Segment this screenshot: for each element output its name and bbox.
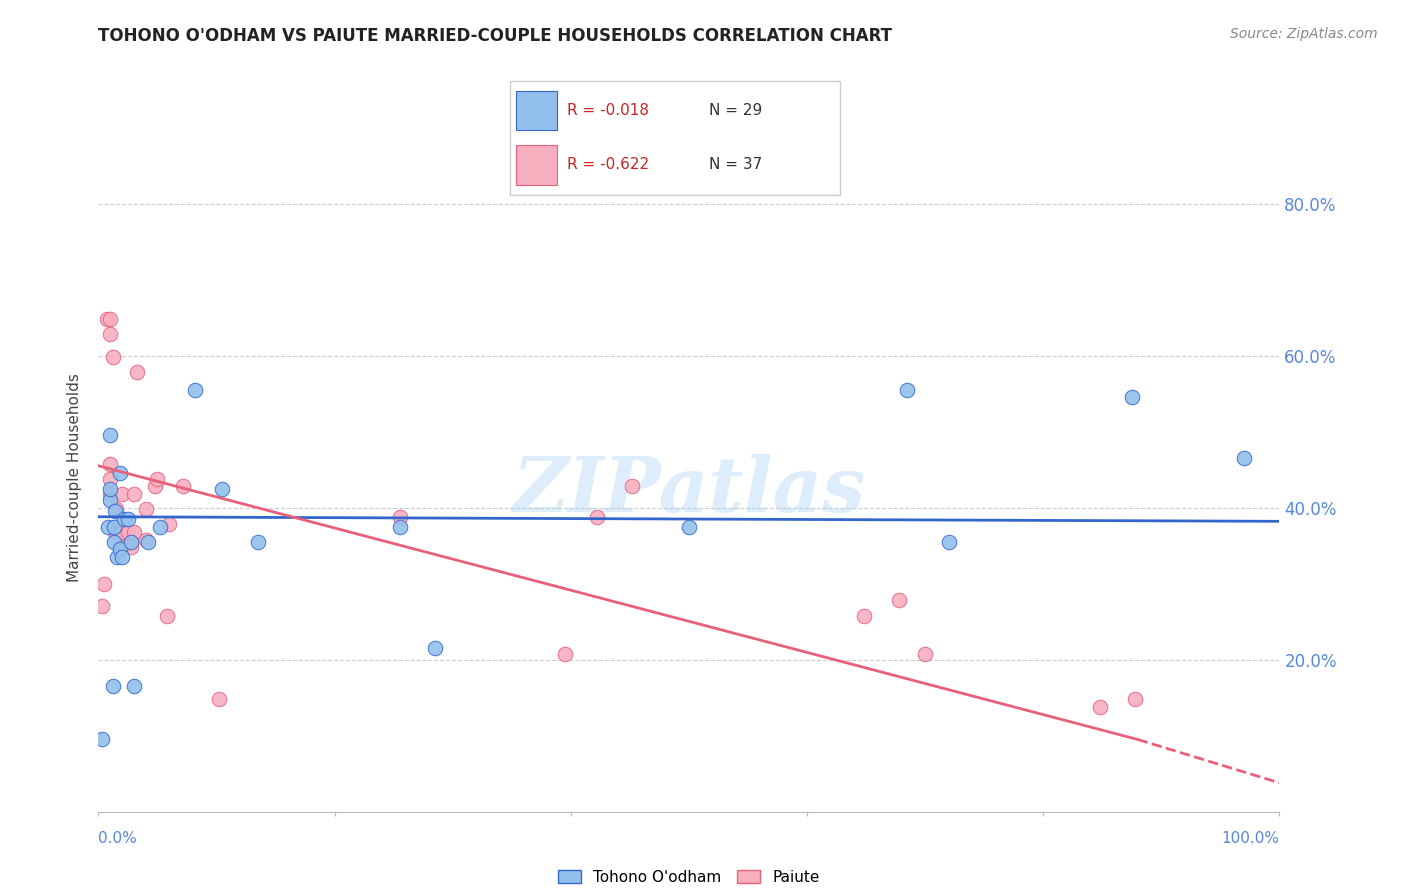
Point — [889, 593, 911, 607]
Point — [156, 608, 179, 623]
Text: 0.0%: 0.0% — [98, 831, 138, 846]
Point — [98, 482, 121, 496]
Point — [554, 647, 576, 661]
Point — [104, 524, 127, 539]
Point — [127, 365, 149, 379]
Point — [111, 524, 134, 539]
Point — [91, 599, 114, 614]
Y-axis label: Married-couple Households: Married-couple Households — [67, 373, 83, 582]
Point — [108, 540, 131, 554]
Point — [121, 540, 143, 554]
Point — [104, 504, 127, 518]
Point — [97, 519, 120, 533]
Point — [184, 383, 207, 397]
Point — [122, 524, 145, 539]
Text: N = 29: N = 29 — [709, 103, 762, 118]
Point — [98, 493, 121, 508]
Point — [98, 487, 121, 501]
Point — [1125, 692, 1147, 706]
Point — [103, 534, 125, 549]
Point — [1088, 699, 1111, 714]
FancyBboxPatch shape — [509, 81, 841, 195]
Point — [208, 692, 231, 706]
Point — [1233, 451, 1256, 466]
Text: N = 37: N = 37 — [709, 157, 762, 172]
Point — [122, 679, 145, 693]
Point — [143, 479, 166, 493]
Point — [135, 533, 157, 547]
Text: 100.0%: 100.0% — [1222, 831, 1279, 846]
Point — [211, 482, 233, 496]
Point — [101, 679, 124, 693]
Point — [388, 519, 411, 533]
Point — [388, 509, 411, 524]
Text: TOHONO O'ODHAM VS PAIUTE MARRIED-COUPLE HOUSEHOLDS CORRELATION CHART: TOHONO O'ODHAM VS PAIUTE MARRIED-COUPLE … — [98, 27, 893, 45]
Point — [112, 512, 135, 526]
Point — [105, 549, 128, 564]
Point — [98, 327, 121, 342]
Point — [117, 524, 139, 539]
Point — [136, 534, 159, 549]
Point — [98, 428, 121, 442]
Point — [122, 487, 145, 501]
Point — [423, 641, 446, 656]
Point — [108, 542, 131, 557]
Point — [111, 487, 134, 501]
Point — [98, 312, 121, 326]
FancyBboxPatch shape — [516, 91, 557, 130]
Point — [117, 512, 139, 526]
Point — [101, 350, 124, 364]
Point — [121, 534, 143, 549]
Legend: Tohono O'odham, Paiute: Tohono O'odham, Paiute — [553, 863, 825, 891]
Point — [112, 540, 135, 554]
Point — [585, 509, 607, 524]
Point — [938, 534, 960, 549]
Point — [678, 519, 700, 533]
Point — [98, 457, 121, 471]
Point — [852, 608, 875, 623]
Point — [135, 502, 157, 516]
Point — [105, 502, 128, 516]
Text: ZIPatlas: ZIPatlas — [512, 454, 866, 527]
Point — [108, 467, 131, 481]
Point — [149, 519, 172, 533]
Text: R = -0.622: R = -0.622 — [567, 157, 650, 172]
Point — [93, 576, 115, 591]
Point — [111, 549, 134, 564]
Point — [621, 479, 644, 493]
Point — [96, 312, 118, 326]
Point — [896, 383, 918, 397]
Point — [98, 472, 121, 486]
Text: R = -0.018: R = -0.018 — [567, 103, 650, 118]
Text: Source: ZipAtlas.com: Source: ZipAtlas.com — [1230, 27, 1378, 41]
Point — [914, 647, 936, 661]
Point — [91, 732, 114, 747]
Point — [146, 472, 169, 486]
Point — [172, 479, 194, 493]
FancyBboxPatch shape — [516, 145, 557, 185]
Point — [103, 519, 125, 533]
Point — [157, 517, 180, 532]
Point — [1121, 391, 1143, 405]
Point — [246, 534, 269, 549]
